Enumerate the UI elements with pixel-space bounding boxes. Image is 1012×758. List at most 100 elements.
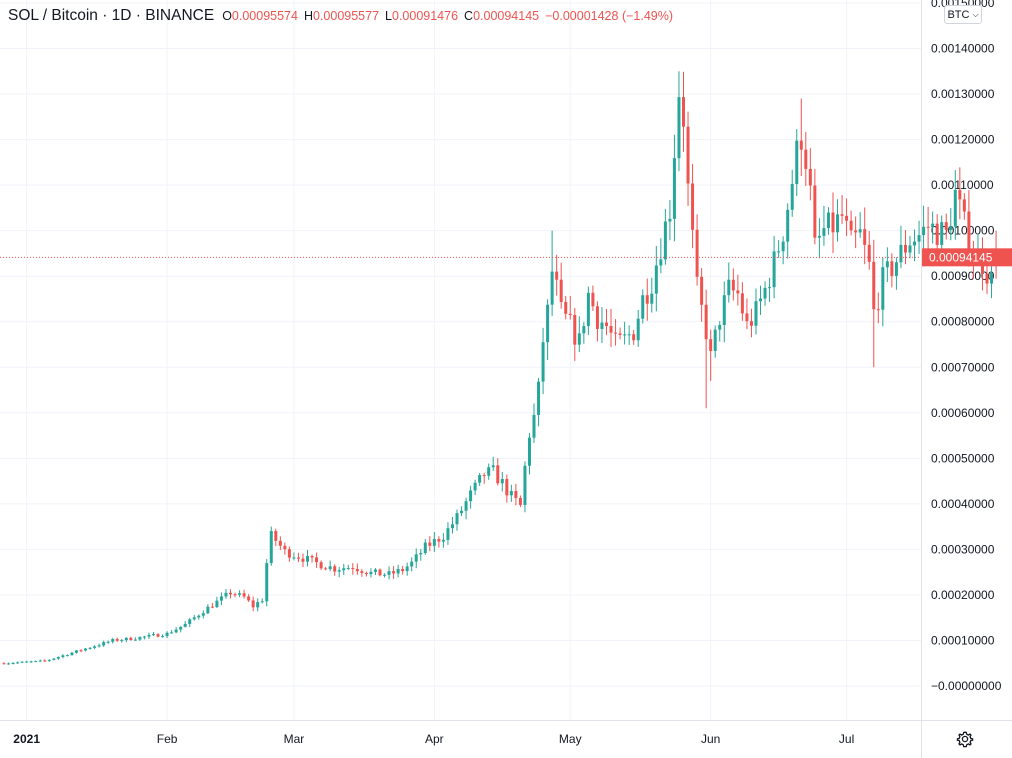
candle-body	[867, 244, 871, 262]
candle-body	[940, 222, 944, 245]
candle-body	[179, 626, 183, 630]
candle-body	[618, 333, 622, 335]
candle-body	[949, 226, 953, 230]
candle-body	[161, 636, 165, 638]
price-tick-label: 0.00010000	[931, 633, 995, 647]
candle-body	[913, 241, 917, 246]
candle-body	[206, 606, 210, 614]
candle-body	[523, 465, 527, 505]
candle-body	[337, 570, 341, 572]
candle-body	[849, 220, 853, 231]
candle-body	[405, 566, 409, 572]
candle-body	[826, 212, 830, 229]
candle-body	[11, 663, 15, 665]
candle-body	[138, 637, 142, 640]
candle-body	[79, 650, 83, 652]
price-tick-label: −0.00000000	[931, 679, 1002, 693]
candle-body	[269, 531, 273, 564]
candle-body	[636, 318, 640, 341]
candle-body	[65, 655, 69, 657]
candle-body	[469, 490, 473, 502]
candle-body	[274, 531, 278, 541]
candle-body	[319, 562, 323, 569]
candle-body	[165, 632, 169, 637]
candle-body	[238, 593, 242, 595]
candle-body	[781, 241, 785, 252]
symbol-name[interactable]: SOL / Bitcoin	[8, 7, 98, 24]
candle-body	[727, 279, 731, 296]
candle-body	[926, 226, 930, 228]
price-tick-label: 0.00050000	[931, 451, 995, 465]
candle-body	[745, 313, 749, 322]
last-price-label: 0.00094145	[929, 250, 993, 264]
candle-body	[20, 661, 24, 663]
candle-body	[863, 229, 867, 245]
price-tick-label: 0.00110000	[931, 178, 994, 192]
interval[interactable]: 1D	[111, 7, 132, 24]
candle-body	[142, 636, 146, 638]
candle-body	[795, 140, 799, 184]
candle-body	[709, 339, 713, 351]
candle-body	[754, 301, 758, 326]
candle-body	[935, 223, 939, 245]
candle-body	[763, 287, 767, 299]
candle-body	[292, 557, 296, 559]
candle-body	[192, 617, 196, 620]
candle-body	[772, 251, 776, 288]
candle-body	[34, 660, 38, 662]
candle-body	[210, 606, 214, 608]
candle-body	[736, 290, 740, 294]
candle-body	[256, 602, 260, 608]
change-value: −0.00001428 (−1.49%)	[545, 9, 674, 23]
candle-body	[808, 168, 812, 186]
candle-body	[251, 600, 255, 608]
candle-body	[215, 600, 219, 608]
candle-body	[188, 619, 192, 624]
price-tick-label: 0.00120000	[931, 133, 995, 147]
candle-body	[962, 199, 966, 212]
candle-body	[749, 321, 753, 326]
currency-button[interactable]: BTC ⌵	[944, 5, 982, 24]
price-tick-label: 0.00020000	[931, 588, 995, 602]
candle-body	[56, 657, 60, 659]
candle-body	[632, 334, 636, 341]
candle-body	[691, 183, 695, 230]
candle-body	[786, 209, 790, 242]
candle-body	[460, 510, 464, 514]
candle-body	[111, 639, 115, 642]
price-tick-label: 0.00030000	[931, 542, 995, 556]
candle-body	[310, 555, 314, 558]
candle-body	[836, 214, 840, 233]
candle-body	[74, 650, 78, 653]
candle-body	[478, 475, 482, 483]
candle-body	[876, 309, 880, 311]
time-tick-label: Jun	[701, 732, 720, 746]
candle-body	[38, 660, 42, 662]
candle-body	[595, 306, 599, 329]
candle-body	[659, 259, 663, 266]
candle-body	[591, 292, 595, 307]
candle-body	[383, 574, 387, 576]
candle-body	[491, 465, 495, 468]
candle-body	[509, 491, 513, 496]
candle-body	[133, 639, 137, 641]
candle-body	[129, 637, 133, 641]
candle-body	[922, 226, 926, 236]
candle-body	[650, 293, 654, 304]
candle-body	[532, 414, 536, 438]
price-tick-label: 0.00090000	[931, 269, 995, 283]
candle-body	[917, 235, 921, 242]
candle-body	[301, 558, 305, 562]
price-tick-label: 0.00140000	[931, 42, 995, 56]
candle-body	[84, 648, 88, 651]
candle-body	[387, 571, 391, 575]
gear-icon[interactable]	[955, 729, 975, 749]
candle-body	[953, 189, 957, 227]
candle-body	[813, 185, 817, 238]
candle-body	[414, 554, 418, 562]
candle-body	[668, 218, 672, 222]
candle-body	[682, 97, 685, 127]
candle-body	[713, 329, 717, 351]
candle-body	[52, 658, 56, 660]
